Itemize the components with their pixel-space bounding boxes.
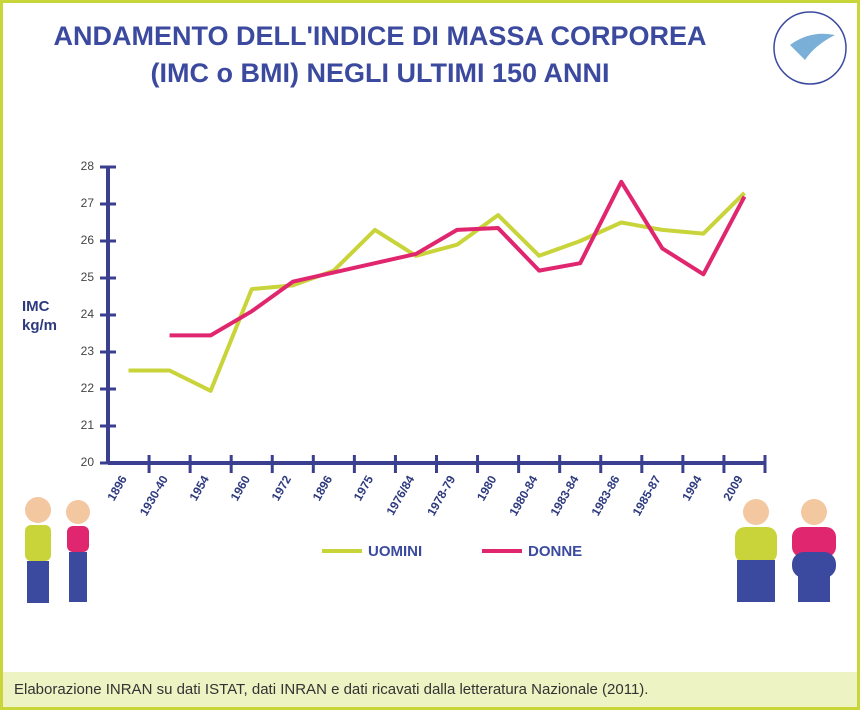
y-tick-label: 20 [81, 455, 95, 469]
footer: Elaborazione INRAN su dati ISTAT, dati I… [14, 681, 648, 698]
legend-label: DONNE [528, 543, 582, 560]
footer-band [3, 672, 857, 707]
logo-bird [790, 33, 835, 60]
people-left [25, 497, 90, 603]
series-line [128, 191, 746, 393]
chart-title: (IMC o BMI) NEGLI ULTIMI 150 ANNI [151, 58, 610, 88]
y-axis-label: IMC [22, 298, 50, 315]
chart-title: ANDAMENTO DELL'INDICE DI MASSA CORPOREA [54, 21, 707, 51]
legend-label: UOMINI [368, 543, 422, 560]
people-right [735, 499, 836, 602]
series-line [169, 179, 747, 338]
y-tick-label: 28 [81, 159, 95, 173]
y-tick-label: 21 [81, 418, 95, 432]
y-tick-label: 23 [81, 344, 95, 358]
y-tick-label: 24 [81, 307, 95, 321]
y-tick-label: 27 [81, 196, 95, 210]
y-axis-label: kg/m [22, 317, 57, 334]
y-tick-label: 22 [81, 381, 95, 395]
y-tick-label: 26 [81, 233, 95, 247]
y-tick-label: 25 [81, 270, 95, 284]
